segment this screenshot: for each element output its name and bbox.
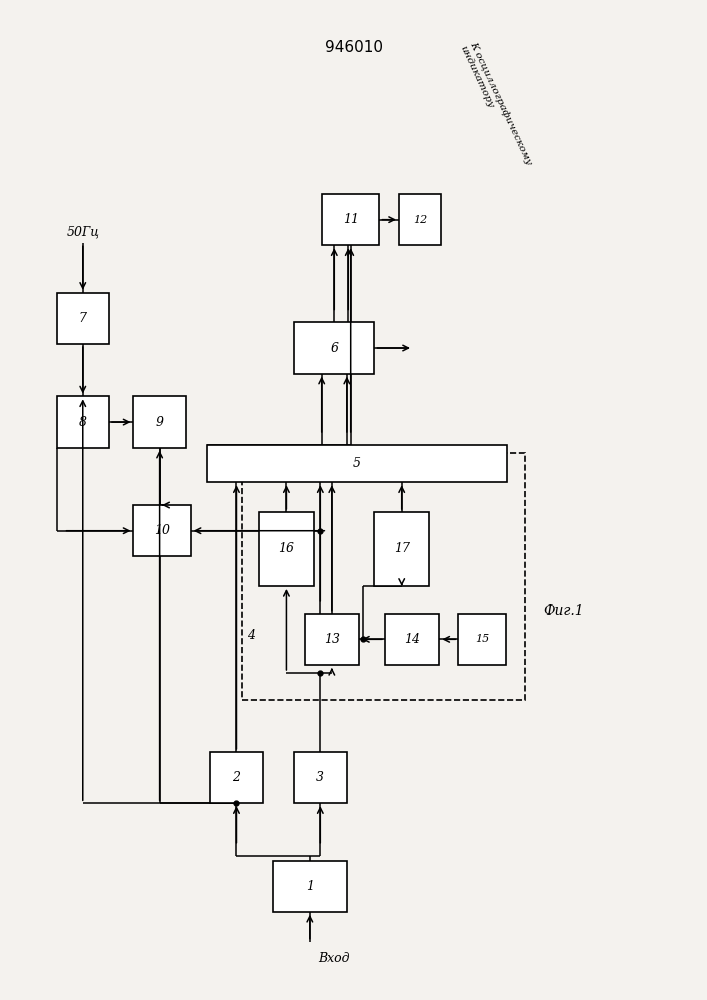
Bar <box>57 396 109 448</box>
Text: 3: 3 <box>316 771 325 784</box>
Bar <box>259 512 314 586</box>
Text: 9: 9 <box>156 416 163 429</box>
Text: 2: 2 <box>233 771 240 784</box>
Bar <box>458 614 506 665</box>
Text: 12: 12 <box>413 215 427 225</box>
Bar <box>134 396 186 448</box>
Bar <box>322 194 380 245</box>
Bar <box>294 322 375 374</box>
Bar <box>210 752 263 803</box>
Bar <box>134 505 191 556</box>
Bar <box>305 614 359 665</box>
Bar <box>294 752 346 803</box>
Bar <box>273 861 346 912</box>
Bar <box>57 293 109 344</box>
Bar <box>399 194 441 245</box>
Text: Фиг.1: Фиг.1 <box>543 604 583 618</box>
Text: 50Гц: 50Гц <box>66 225 99 238</box>
Text: 5: 5 <box>353 457 361 470</box>
Text: 8: 8 <box>78 416 87 429</box>
Text: 6: 6 <box>330 342 338 355</box>
Text: 13: 13 <box>324 633 340 646</box>
Bar <box>375 512 429 586</box>
Text: 11: 11 <box>343 213 358 226</box>
Bar <box>206 445 507 482</box>
Bar <box>242 453 525 700</box>
Text: Вход: Вход <box>318 952 350 965</box>
Bar <box>385 614 440 665</box>
Text: 4: 4 <box>247 629 255 642</box>
Text: 1: 1 <box>306 880 314 893</box>
Text: 15: 15 <box>475 634 489 644</box>
Text: К осциллографическому
индикатору: К осциллографическому индикатору <box>458 40 533 170</box>
Text: 7: 7 <box>78 312 87 325</box>
Text: 946010: 946010 <box>325 40 382 55</box>
Text: 14: 14 <box>404 633 420 646</box>
Text: 10: 10 <box>154 524 170 537</box>
Text: 16: 16 <box>279 542 294 555</box>
Text: 17: 17 <box>394 542 410 555</box>
